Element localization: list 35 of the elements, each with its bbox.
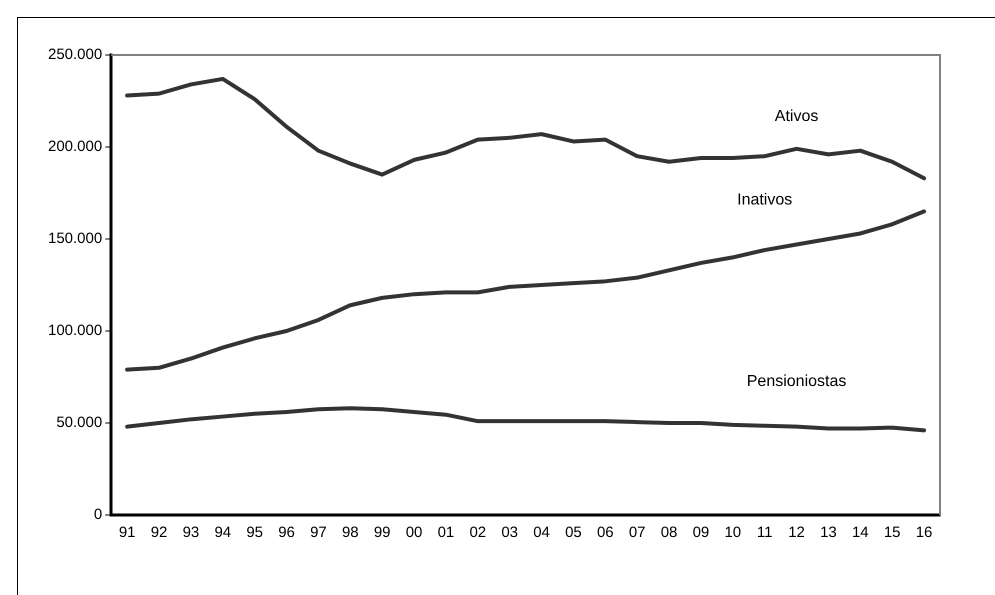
y-tick-label: 50.000 — [56, 414, 102, 432]
x-tick-label: 09 — [692, 524, 710, 542]
y-tick-label: 150.000 — [48, 230, 102, 248]
x-tick-label: 16 — [916, 524, 932, 542]
x-tick-label: 92 — [150, 524, 168, 542]
x-tick-label: 03 — [501, 524, 518, 542]
x-tick-label: 96 — [278, 524, 295, 542]
x-tick-label: 12 — [788, 524, 805, 542]
x-tick-label: 06 — [596, 524, 614, 542]
x-tick-label: 15 — [884, 524, 901, 542]
x-tick-label: 98 — [342, 524, 359, 542]
x-tick-label: 97 — [310, 524, 327, 542]
x-tick-label: 93 — [182, 524, 200, 542]
x-tick-label: 08 — [660, 524, 678, 542]
y-tick-label: 250.000 — [48, 46, 102, 64]
y-tick-label: 100.000 — [48, 322, 102, 340]
x-tick-label: 02 — [469, 524, 486, 542]
x-tick-label: 14 — [852, 524, 869, 542]
x-tick-label: 04 — [533, 524, 550, 542]
series-label: Ativos — [774, 108, 818, 126]
y-tick-label: 200.000 — [48, 138, 102, 156]
x-tick-label: 95 — [246, 524, 264, 542]
x-tick-label: 00 — [406, 524, 422, 542]
x-tick-label: 01 — [438, 524, 454, 542]
x-tick-label: 11 — [756, 524, 772, 542]
x-tick-label: 10 — [724, 524, 742, 542]
x-tick-label: 13 — [820, 524, 837, 542]
x-tick-label: 07 — [628, 524, 646, 542]
x-tick-label: 99 — [374, 524, 391, 542]
text: Pensioniostas — [746, 373, 846, 390]
x-tick-label: 91 — [118, 524, 136, 542]
x-tick-label: 94 — [214, 524, 232, 542]
text: Inativos — [737, 191, 792, 208]
y-tick-label: 0 — [94, 506, 102, 524]
x-tick-label: 05 — [565, 524, 582, 542]
